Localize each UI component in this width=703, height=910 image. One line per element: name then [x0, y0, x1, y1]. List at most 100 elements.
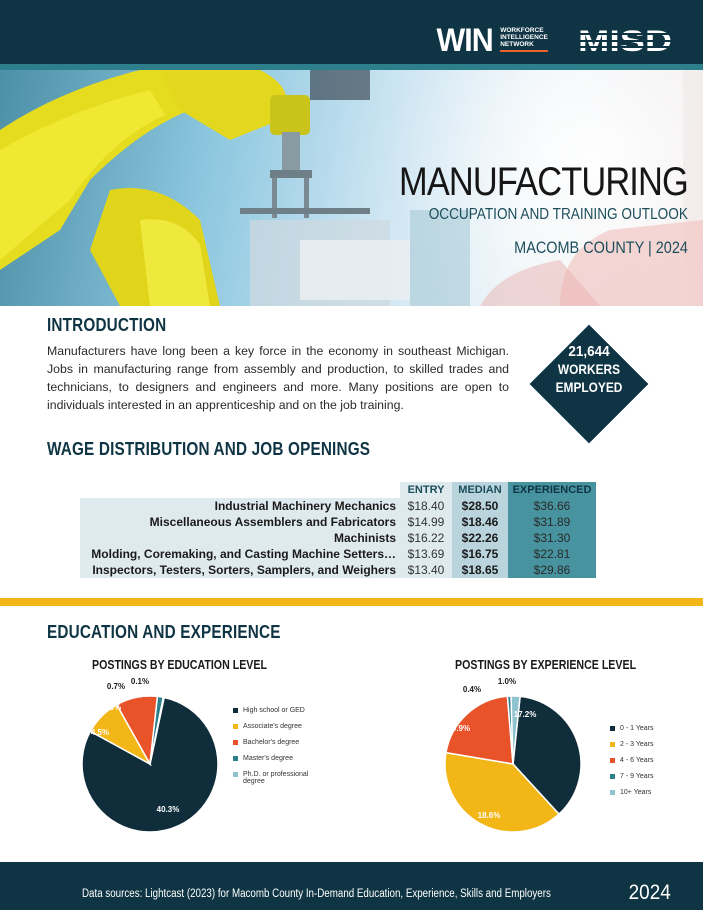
legend-item: Bachelor's degree [233, 739, 323, 746]
legend-label: 4 - 6 Years [620, 757, 654, 764]
wage-table: ENTRY MEDIAN EXPERIENCED Industrial Mach… [80, 482, 596, 578]
experience-pie-chart: 17.2% 18.6% 9.9% 0.4% 1.0% [444, 677, 582, 833]
col-entry: ENTRY [400, 482, 452, 498]
page-title: MANUFACTURING [399, 160, 689, 204]
occupation-name: Industrial Machinery Mechanics [80, 498, 400, 514]
legend-item: Master's degree [233, 755, 323, 762]
experience-legend: 0 - 1 Years 2 - 3 Years 4 - 6 Years 7 - 9 Y… [610, 725, 690, 805]
pie-slice [512, 695, 582, 816]
entry-wage: $18.40 [400, 498, 452, 514]
pie-data-label: 0.1% [131, 677, 149, 686]
pie-data-label: 40.3% [157, 805, 180, 814]
table-row: Machinists $16.22 $22.26 $31.30 [80, 530, 596, 546]
pie-slice [149, 696, 166, 765]
pie-data-label: 4.5% [91, 728, 109, 737]
median-wage: $16.75 [452, 546, 508, 562]
legend-item: 7 - 9 Years [610, 773, 690, 780]
legend-label: 7 - 9 Years [620, 773, 654, 780]
occupation-name: Miscellaneous Assemblers and Fabricators [80, 514, 400, 530]
win-sub-line: NETWORK [500, 40, 534, 48]
pie-data-label: 17.2% [514, 710, 537, 719]
legend-swatch [610, 726, 615, 731]
entry-wage: $13.40 [400, 562, 452, 578]
table-row: Industrial Machinery Mechanics $18.40 $2… [80, 498, 596, 514]
legend-swatch [610, 774, 615, 779]
pie-data-label: 9.9% [452, 724, 470, 733]
table-row: Molding, Coremaking, and Casting Machine… [80, 546, 596, 562]
legend-label: Master's degree [243, 755, 293, 762]
workers-diamond: 21,644 WORKERS EMPLOYED [529, 324, 649, 444]
experienced-wage: $29.86 [508, 562, 596, 578]
pie-data-label: 5.0% [103, 703, 121, 712]
legend-swatch [233, 724, 238, 729]
legend-item: High school or GED [233, 707, 323, 714]
col-median: MEDIAN [452, 482, 508, 498]
pie-data-label: 0.7% [107, 682, 125, 691]
diamond-text: 21,644 WORKERS EMPLOYED [530, 343, 648, 396]
experienced-wage: $31.30 [508, 530, 596, 546]
workers-label-2: EMPLOYED [555, 379, 623, 395]
header-stripe [0, 64, 703, 70]
page-subtitle: OCCUPATION AND TRAINING OUTLOOK [428, 206, 688, 223]
win-sub-line: WORKFORCE [500, 27, 544, 35]
entry-wage: $16.22 [400, 530, 452, 546]
legend-item: 0 - 1 Years [610, 725, 690, 732]
education-chart-title: POSTINGS BY EDUCATION LEVEL [92, 658, 267, 672]
legend-label: 2 - 3 Years [620, 741, 654, 748]
pie-slice [510, 695, 521, 765]
pie-slice [444, 751, 561, 833]
legend-swatch [610, 790, 615, 795]
header-bar: WIN WORKFORCE INTELLIGENCE NETWORK MISD [0, 0, 703, 70]
education-legend: High school or GED Associate's degree Bach… [233, 707, 323, 794]
pie-slice [445, 695, 514, 765]
section-divider [0, 598, 703, 606]
occupation-name: Molding, Coremaking, and Casting Machine… [80, 546, 400, 562]
legend-swatch [233, 772, 238, 777]
win-logo-letters: WIN [436, 22, 493, 58]
pie-data-label: 18.6% [478, 811, 501, 820]
header-blank [80, 482, 400, 498]
legend-label: Bachelor's degree [243, 739, 300, 746]
entry-wage: $13.69 [400, 546, 452, 562]
median-wage: $22.26 [452, 530, 508, 546]
education-pie-chart: 40.3% 4.5% 5.0% 0.7% 0.1% [81, 677, 219, 833]
legend-item: Associate's degree [233, 723, 323, 730]
median-wage: $28.50 [452, 498, 508, 514]
win-logo: WIN WORKFORCE INTELLIGENCE NETWORK [435, 24, 548, 56]
pie-data-label: 0.4% [463, 685, 481, 694]
robot-arm-illustration [0, 70, 703, 306]
legend-item: 4 - 6 Years [610, 757, 690, 764]
legend-label: Associate's degree [243, 723, 302, 730]
education-heading: EDUCATION AND EXPERIENCE [47, 622, 281, 642]
location-year: MACOMB COUNTY | 2024 [514, 238, 688, 257]
footer-year: 2024 [628, 881, 671, 904]
table-row: Miscellaneous Assemblers and Fabricators… [80, 514, 596, 530]
experienced-wage: $22.81 [508, 546, 596, 562]
legend-swatch [233, 756, 238, 761]
legend-swatch [233, 740, 238, 745]
legend-label: 10+ Years [620, 789, 652, 796]
win-logo-subtitle: WORKFORCE INTELLIGENCE NETWORK [500, 27, 548, 52]
wages-heading: WAGE DISTRIBUTION AND JOB OPENINGS [47, 439, 371, 459]
hero-banner: MANUFACTURING OCCUPATION AND TRAINING OU… [0, 70, 703, 306]
legend-item: 10+ Years [610, 789, 690, 796]
hero-title-block: MANUFACTURING OCCUPATION AND TRAINING OU… [352, 160, 689, 258]
experienced-wage: $31.89 [508, 514, 596, 530]
wage-table-header: ENTRY MEDIAN EXPERIENCED [80, 482, 596, 498]
median-wage: $18.46 [452, 514, 508, 530]
legend-swatch [233, 708, 238, 713]
misd-logo: MISD [578, 26, 672, 54]
table-row: Inspectors, Testers, Sorters, Samplers, … [80, 562, 596, 578]
experience-chart-title: POSTINGS BY EXPERIENCE LEVEL [455, 658, 637, 672]
win-sub-line: INTELLIGENCE [500, 34, 548, 42]
entry-wage: $14.99 [400, 514, 452, 530]
legend-item: Ph.D. or professional degree [233, 771, 323, 785]
legend-swatch [610, 758, 615, 763]
intro-heading: INTRODUCTION [47, 315, 167, 335]
legend-label: 0 - 1 Years [620, 725, 654, 732]
experienced-wage: $36.66 [508, 498, 596, 514]
intro-body: Manufacturers have long been a key force… [47, 344, 509, 412]
pie-data-label: 1.0% [498, 677, 516, 686]
legend-swatch [610, 742, 615, 747]
legend-label: High school or GED [243, 707, 305, 714]
